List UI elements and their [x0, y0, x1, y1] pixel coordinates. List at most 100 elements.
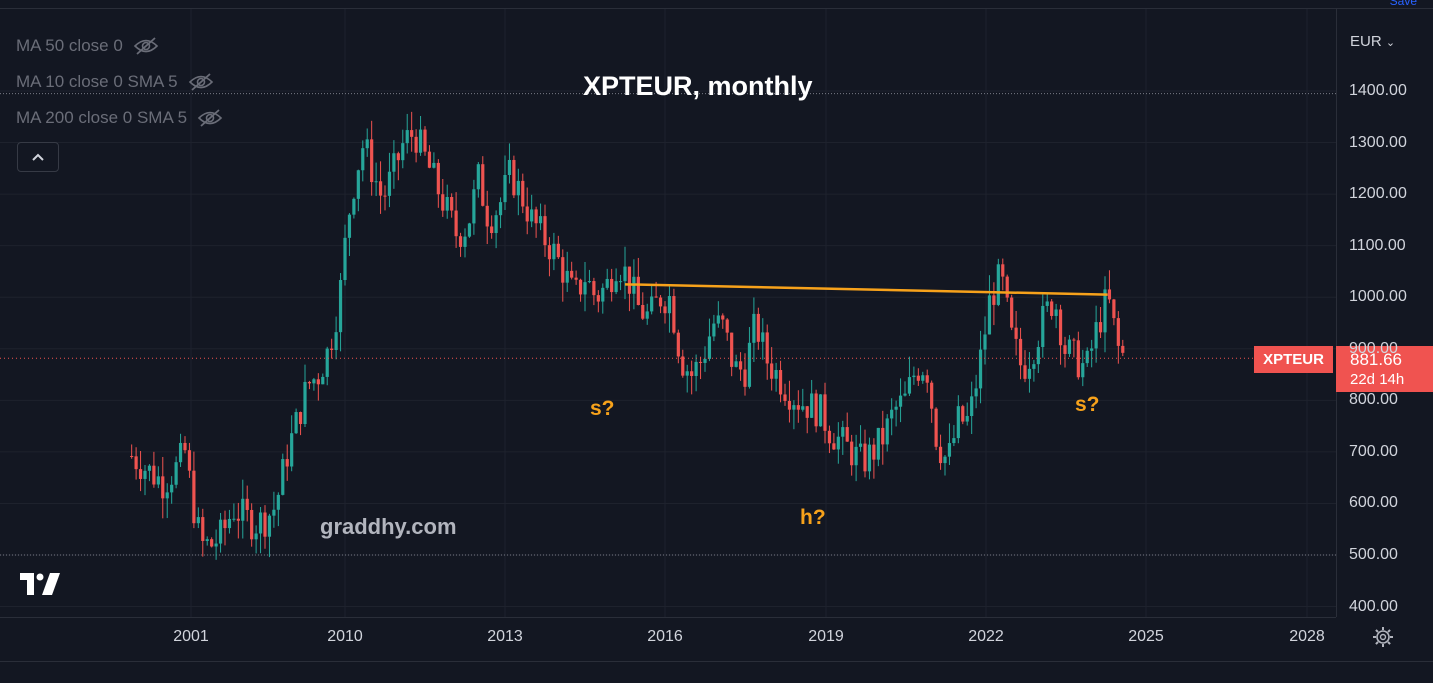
candle-body	[476, 164, 480, 190]
candle-body	[863, 443, 867, 472]
candle-body	[565, 270, 569, 283]
candle-body	[272, 509, 276, 516]
collapse-legend-button[interactable]	[17, 142, 59, 172]
candle-body	[152, 465, 156, 485]
candle-body	[592, 281, 596, 296]
candle-body	[641, 305, 645, 319]
candle-body	[1058, 309, 1063, 346]
candle-body	[1014, 327, 1018, 339]
candle-body	[841, 427, 845, 437]
candle-body	[174, 462, 178, 485]
candle-body	[223, 519, 227, 529]
price-tick-label: 600.00	[1349, 494, 1398, 512]
time-tick-label: 2022	[968, 628, 1004, 645]
chart-plot-area[interactable]	[0, 9, 1336, 617]
candle-body	[450, 197, 454, 211]
candle-body	[392, 153, 396, 172]
candle-body	[947, 443, 952, 457]
candle-body	[503, 174, 507, 203]
candle-body	[1010, 297, 1014, 328]
indicator-row[interactable]: MA 50 close 0	[16, 36, 159, 56]
time-tick-label: 2013	[487, 628, 523, 645]
candle-body	[156, 476, 160, 485]
currency-selector[interactable]: EUR ⌄	[1350, 33, 1395, 50]
candle-body	[801, 406, 805, 410]
price-tick-label: 900.00	[1349, 339, 1398, 357]
candle-body	[378, 181, 383, 196]
candle-body	[161, 476, 165, 499]
candle-body	[943, 456, 947, 464]
candle-body	[894, 406, 898, 410]
eye-off-icon[interactable]	[188, 73, 214, 91]
head-label: h?	[800, 506, 826, 529]
candle-body	[374, 181, 378, 183]
candle-body	[525, 206, 529, 222]
indicator-row[interactable]: MA 10 close 0 SMA 5	[16, 72, 214, 92]
candle-body	[396, 153, 400, 161]
candle-body	[498, 202, 503, 216]
time-axis[interactable]	[0, 617, 1336, 662]
time-tick-label: 2025	[1128, 628, 1164, 645]
candle-body	[285, 459, 289, 467]
candle-body	[770, 363, 774, 379]
candle-body	[614, 281, 618, 293]
candle-body	[885, 418, 889, 445]
candle-body	[1036, 347, 1040, 365]
price-tick-label: 400.00	[1349, 597, 1398, 615]
candle-body	[645, 311, 649, 319]
candle-body	[472, 189, 476, 224]
right-shoulder-label: s?	[1075, 393, 1100, 416]
save-button[interactable]: Save	[1389, 0, 1417, 8]
candle-body	[605, 278, 609, 288]
candle-body	[796, 405, 800, 410]
candle-body	[294, 412, 298, 434]
last-price-tag: 881.66 22d 14h	[1336, 346, 1433, 392]
candle-body	[298, 412, 303, 425]
candle-body	[716, 315, 720, 324]
candle-body	[934, 408, 938, 447]
candle-body	[463, 236, 467, 247]
candle-body	[423, 129, 427, 152]
indicator-row[interactable]: MA 200 close 0 SMA 5	[16, 108, 223, 128]
candle-body	[765, 332, 769, 364]
candle-body	[250, 509, 254, 540]
candle-body	[574, 277, 578, 280]
candle-body	[627, 266, 632, 294]
candlestick-series	[130, 111, 1125, 560]
candle-body	[961, 406, 965, 422]
candle-body	[872, 444, 876, 460]
eye-off-icon[interactable]	[133, 37, 159, 55]
candle-body	[183, 442, 187, 451]
time-tick-label: 2001	[173, 628, 209, 645]
candle-body	[432, 162, 436, 168]
eye-off-icon[interactable]	[197, 109, 223, 127]
currency-label: EUR	[1350, 33, 1382, 50]
candle-body	[521, 180, 525, 207]
candle-body	[845, 427, 849, 442]
price-tick-label: 700.00	[1349, 442, 1398, 460]
candle-body	[481, 164, 485, 206]
candle-body	[418, 129, 423, 153]
candle-body	[890, 409, 894, 419]
price-axis[interactable]	[1336, 9, 1433, 617]
tradingview-logo-icon[interactable]	[20, 573, 68, 595]
candle-body	[912, 375, 916, 378]
candle-body	[254, 533, 258, 540]
candle-body	[427, 151, 432, 168]
candle-body	[907, 377, 912, 394]
candle-body	[738, 361, 743, 370]
candle-body	[578, 279, 583, 295]
candle-body	[1121, 345, 1125, 353]
gear-icon[interactable]	[1372, 626, 1394, 648]
candle-body	[236, 518, 240, 521]
candle-body	[325, 348, 329, 377]
candle-body	[387, 171, 392, 196]
candle-body	[196, 517, 200, 524]
candle-body	[805, 406, 809, 418]
candle-body	[1103, 289, 1107, 333]
candle-body	[903, 393, 907, 396]
candle-body	[698, 361, 703, 363]
candle-body	[232, 518, 236, 520]
candle-body	[650, 296, 654, 312]
candle-body	[343, 237, 347, 281]
